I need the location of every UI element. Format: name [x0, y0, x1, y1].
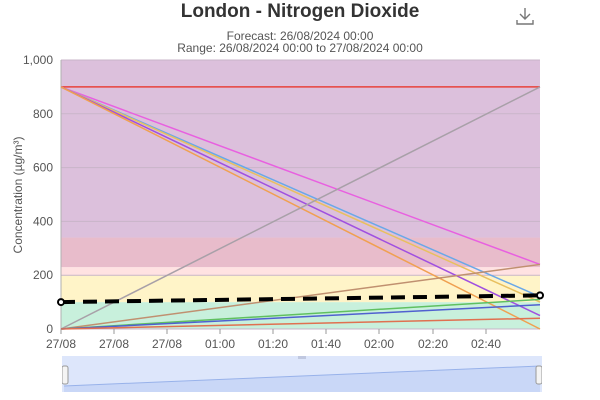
range-handle-right[interactable] — [535, 365, 542, 385]
series-line — [60, 86, 541, 298]
range-handle-left[interactable] — [62, 365, 69, 385]
y-tick-label: 400 — [33, 214, 53, 228]
x-tick-label: 27/08 — [152, 337, 182, 351]
threshold-band — [61, 237, 540, 268]
range-navigator[interactable] — [62, 356, 542, 392]
forecast-subtitle: Forecast: 26/08/2024 00:00 — [226, 29, 374, 43]
chart-area: 0 200 400 600 800 1,000 27/08 27/08 27/08 01:00 0… — [11, 53, 544, 351]
series-line — [60, 317, 541, 330]
threshold-band — [61, 267, 540, 276]
x-tick-label: 02:20 — [418, 337, 448, 351]
y-tick-label: 600 — [33, 161, 53, 175]
series-line — [60, 298, 541, 330]
y-tick-label: 200 — [33, 268, 53, 282]
y-axis-ticks: 0 200 400 600 800 1,000 — [23, 53, 53, 336]
x-tick-label: 02:40 — [471, 337, 501, 351]
chart-title: London - Nitrogen Dioxide — [180, 1, 420, 22]
series-line — [60, 293, 541, 305]
y-tick-label: 0 — [46, 322, 53, 336]
navigator-series — [64, 366, 540, 392]
grid-lines — [60, 59, 540, 330]
x-tick-label: 01:40 — [311, 337, 341, 351]
x-tick-label: 27/08 — [46, 337, 76, 351]
series-line — [60, 86, 541, 330]
series-line — [60, 86, 541, 303]
series-line — [60, 263, 541, 330]
y-tick-label: 1,000 — [23, 53, 53, 67]
series-line — [60, 86, 541, 317]
range-handle-icon[interactable] — [298, 356, 306, 359]
series-point[interactable] — [57, 298, 65, 307]
x-axis-ticks: 27/08 27/08 27/08 01:00 01:20 01:40 02:00 02:20… — [46, 329, 501, 351]
series-point[interactable] — [536, 291, 544, 300]
x-tick-label: 27/08 — [99, 337, 129, 351]
download-icon[interactable] — [514, 6, 536, 26]
y-tick-label: 800 — [33, 107, 53, 121]
range-subtitle: Range: 26/08/2024 00:00 to 27/08/2024 00… — [177, 41, 423, 55]
series-lines — [57, 86, 544, 330]
series-line — [60, 304, 541, 330]
y-axis-label: Concentration (µg/m³) — [11, 137, 25, 254]
x-tick-label: 01:20 — [258, 337, 288, 351]
x-tick-label: 02:00 — [364, 337, 394, 351]
x-tick-label: 01:00 — [205, 337, 235, 351]
series-line — [60, 86, 541, 266]
